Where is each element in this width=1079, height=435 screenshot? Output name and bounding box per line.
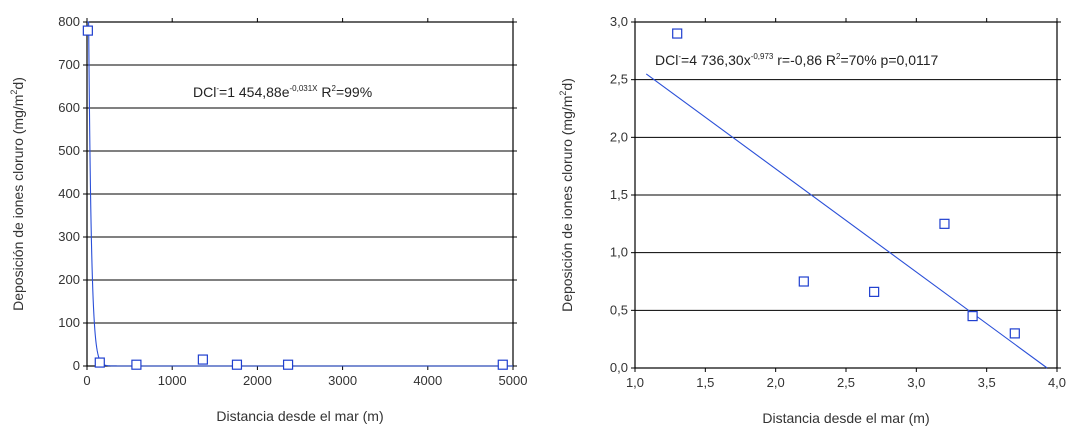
chart-1-x-axis-label: Distancia desde el mar (m) xyxy=(216,408,383,424)
chart-1-equation-part-6: =99% xyxy=(336,84,372,100)
chart-1-y-tick-label-2: 200 xyxy=(58,272,80,287)
chart-1-data-point-4 xyxy=(231,359,243,370)
chart-2-x-tick-label-5: 3,5 xyxy=(978,375,996,390)
chart-1-fit-curve xyxy=(87,21,513,367)
chart-2-fit-curve xyxy=(645,73,1048,369)
chart-2-equation-part-2: =4 736,30x xyxy=(681,52,751,68)
chart-2-data-point-0 xyxy=(672,28,683,39)
chart-1-x-tick-label-0: 0 xyxy=(83,373,90,388)
chart-2-y-tick-label-4: 2,0 xyxy=(610,129,628,144)
chart-1-x-tick-label-5: 5000 xyxy=(499,373,528,388)
chart-1-y-tick-label-7: 700 xyxy=(58,57,80,72)
chart-2-y-tick-label-1: 0,5 xyxy=(610,302,628,317)
chart-1-x-tick-label-1: 1000 xyxy=(158,373,187,388)
chart-2-y-tick-label-6: 3,0 xyxy=(610,14,628,29)
chart-1-x-tick-label-3: 3000 xyxy=(328,373,357,388)
chart-2-equation-annotation: DCl-=4 736,30x-0,973 r=-0,86 R2=70% p=0,… xyxy=(655,52,939,68)
chart-2-data-point-5 xyxy=(1009,328,1020,339)
chart-1-y-tick-label-1: 100 xyxy=(58,315,80,330)
chart-1-equation-annotation: DCl-=1 454,88e-0,031X R2=99% xyxy=(193,84,372,100)
chart-2-y-tick-label-2: 1,0 xyxy=(610,245,628,260)
chart-1-equation-part-3: -0,031X xyxy=(289,84,318,93)
chart-2-y-tick-label-0: 0,0 xyxy=(610,360,628,375)
chart-1-y-axis-label: Deposición de iones cloruro (mg/m2d) xyxy=(9,77,26,311)
chart-2-y-axis-label: Deposición de iones cloruro (mg/m2d) xyxy=(558,78,575,312)
chart-1-y-tick-label-0: 0 xyxy=(73,358,80,373)
chart-1-equation-part-0: DCl xyxy=(193,84,216,100)
chart-1-y-axis-label-part-1: Deposición de iones cloruro (mg/m xyxy=(10,95,26,311)
chart-1-equation-part-4: R xyxy=(318,84,332,100)
chart-1-data-point-0 xyxy=(82,25,93,36)
chart-2-equation-part-5: 2 xyxy=(836,52,841,61)
chart-2-data-point-4 xyxy=(967,311,978,322)
chart-1-y-axis-label-part-2: d) xyxy=(10,77,26,89)
chart-2-x-tick-label-0: 1,0 xyxy=(626,375,644,390)
chart-1-equation-part-5: 2 xyxy=(332,84,337,93)
chart-2-x-axis-label: Distancia desde el mar (m) xyxy=(762,410,929,426)
chart-1-y-tick-label-3: 300 xyxy=(58,229,80,244)
chart-2-equation-part-4: r=-0,86 R xyxy=(773,52,836,68)
chart-2-x-tick-label-1: 1,5 xyxy=(696,375,714,390)
chart-1-data-point-2 xyxy=(131,359,142,370)
chart-2-y-tick-label-5: 2,5 xyxy=(610,72,628,87)
chart-2-x-tick-label-3: 2,5 xyxy=(837,375,855,390)
chart-1-data-point-5 xyxy=(282,359,294,370)
chart-1-y-tick-label-4: 400 xyxy=(58,186,80,201)
chart-1-equation-part-2: =1 454,88e xyxy=(219,84,290,100)
chart-1-y-tick-label-6: 600 xyxy=(58,100,80,115)
chart-1-x-tick-label-2: 2000 xyxy=(243,373,272,388)
chart-2-data-point-3 xyxy=(939,218,950,229)
chart-2-data-point-1 xyxy=(798,276,809,287)
chart-2-equation-part-3: -0,973 xyxy=(751,52,774,61)
chart-2-y-tick-label-3: 1,5 xyxy=(610,187,628,202)
chart-2-x-tick-label-2: 2,0 xyxy=(767,375,785,390)
chart-2-equation-part-6: =70% p=0,0117 xyxy=(840,52,938,68)
chart-1-y-axis-label-sup: 2 xyxy=(9,90,19,95)
chart-2-y-axis-label-part-1: Deposición de iones cloruro (mg/m xyxy=(559,96,575,312)
chart-1-data-point-3 xyxy=(197,354,208,365)
chart-2-x-tick-label-6: 4,0 xyxy=(1048,375,1066,390)
chart-2-equation-part-1: - xyxy=(678,52,681,61)
chart-1-equation-part-1: - xyxy=(216,84,219,93)
chart-1-x-tick-label-4: 4000 xyxy=(413,373,442,388)
chart-2-y-axis-label-sup: 2 xyxy=(558,91,568,96)
chart-1-y-tick-label-8: 800 xyxy=(58,14,80,29)
chart-2-x-tick-label-4: 3,0 xyxy=(907,375,925,390)
chart-1-data-point-6 xyxy=(497,359,508,370)
chart-1-data-point-1 xyxy=(94,357,105,368)
chart-2-equation-part-0: DCl xyxy=(655,52,678,68)
chart-2-data-point-2 xyxy=(869,286,880,297)
chart-1-y-tick-label-5: 500 xyxy=(58,143,80,158)
chart-2-y-axis-label-part-2: d) xyxy=(559,78,575,90)
